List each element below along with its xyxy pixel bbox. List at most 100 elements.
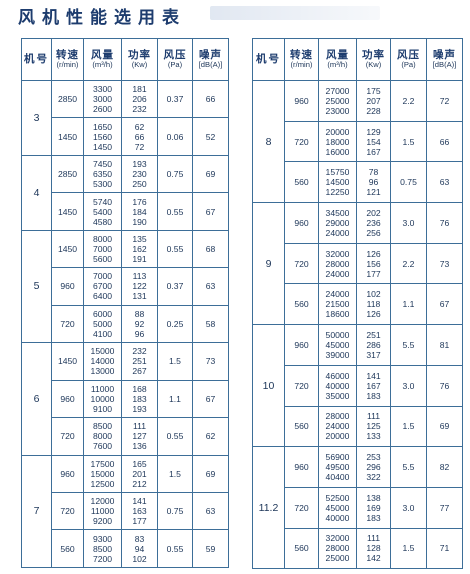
flow-value: 24000: [325, 268, 350, 279]
flow-value: 12500: [90, 478, 115, 489]
power-value: 184: [132, 206, 147, 217]
header-model: 机号: [252, 38, 285, 81]
power-value: 127: [132, 431, 147, 442]
flow-value: 45000: [325, 339, 350, 350]
flow-value: 32000: [325, 533, 350, 544]
flow-cell: 3300 3000 2600: [83, 79, 122, 119]
table-row: 7 960 17500 15000 12500 165 201 212 1.5 69: [21, 454, 229, 569]
flow-value: 27000: [325, 85, 350, 96]
table-body-right: 8 960 27000 25000 23000 175 207 228 2.2 72 720 2000…: [252, 79, 463, 570]
noise-cell: 71: [426, 527, 463, 570]
power-value: 102: [132, 553, 147, 564]
flow-value: 24000: [325, 227, 350, 238]
flow-value: 14500: [325, 177, 350, 188]
speed-cell: 720: [284, 486, 319, 529]
power-value: 131: [132, 291, 147, 302]
table-row: 960 11000 10000 9100 168 183 193 1.1 67: [22, 379, 229, 419]
power-cell: 138 169 183: [356, 486, 391, 529]
flow-value: 28000: [325, 258, 350, 269]
flow-value: 7600: [92, 441, 113, 452]
power-value: 102: [366, 289, 381, 300]
flow-value: 15000: [90, 346, 115, 357]
noise-cell: 63: [192, 491, 229, 531]
power-value: 251: [132, 356, 147, 367]
speed-cell: 960: [51, 267, 84, 306]
flow-value: 12000: [90, 496, 115, 507]
power-cell: 111 127 136: [121, 417, 158, 456]
flow-value: 23000: [325, 105, 350, 116]
speed-cell: 2850: [51, 79, 84, 119]
power-value: 128: [366, 543, 381, 554]
flow-value: 34500: [325, 207, 350, 218]
noise-cell: 82: [426, 446, 463, 488]
power-value: 142: [366, 553, 381, 564]
page-title: 风机性能选用表: [18, 8, 186, 28]
header-row: 机号 转速 (r/min) 风量 (m³/h) 功率 (Kw) 风压 (Pa) 噪声 [d…: [21, 38, 229, 81]
power-value: 207: [366, 95, 381, 106]
power-value: 141: [132, 496, 147, 507]
noise-cell: 63: [192, 267, 229, 306]
power-cell: 111 128 142: [356, 527, 391, 570]
power-value: 167: [366, 380, 381, 391]
power-value: 156: [366, 258, 381, 269]
flow-value: 7000: [92, 271, 113, 282]
flow-cell: 24000 21500 18600: [318, 283, 357, 326]
power-cell: 135 162 191: [121, 229, 158, 269]
speed-cell: 720: [284, 242, 319, 285]
flow-cell: 11000 10000 9100: [83, 379, 122, 419]
flow-value: 4580: [92, 216, 113, 227]
flow-value: 16000: [325, 146, 350, 157]
flow-value: 11000: [90, 506, 115, 517]
pressure-cell: 2.2: [390, 242, 427, 285]
flow-cell: 12000 11000 9200: [83, 491, 122, 531]
header-power: 功率 (Kw): [356, 38, 391, 81]
power-value: 96: [368, 177, 379, 188]
noise-cell: 73: [426, 242, 463, 285]
table-row: 720 32000 28000 24000 126 156 177 2.2 73: [253, 242, 463, 285]
flow-value: 4100: [92, 328, 113, 339]
pressure-cell: 0.55: [157, 229, 193, 269]
power-value: 176: [132, 196, 147, 207]
flow-value: 25000: [325, 95, 350, 106]
flow-cell: 6000 5000 4100: [83, 304, 122, 344]
table-row: 560 32000 28000 25000 111 128 142 1.5 71: [253, 527, 463, 570]
speed-cell: 560: [51, 529, 84, 568]
power-value: 66: [134, 131, 145, 142]
power-value: 111: [132, 421, 147, 432]
noise-cell: 76: [426, 364, 463, 407]
flow-cell: 7000 6700 6400: [83, 267, 122, 306]
power-value: 168: [132, 383, 147, 394]
power-value: 230: [132, 169, 147, 180]
flow-value: 18000: [325, 136, 350, 147]
flow-cell: 9300 8500 7200: [83, 529, 122, 568]
speed-cell: 720: [284, 364, 319, 407]
power-value: 154: [366, 136, 381, 147]
header-pressure: 风压 (Pa): [157, 38, 193, 81]
power-value: 193: [132, 403, 147, 414]
power-cell: 111 125 133: [356, 405, 391, 448]
table-row: 4 2850 7450 6350 5300 193 230 250 0.75 69: [21, 154, 229, 231]
flow-cell: 20000 18000 16000: [318, 120, 357, 163]
pressure-cell: 0.75: [390, 161, 427, 204]
power-cell: 83 94 102: [121, 529, 158, 568]
noise-cell: 52: [192, 117, 229, 156]
power-value: 94: [134, 543, 145, 554]
power-value: 129: [366, 126, 381, 137]
power-cell: 78 96 121: [356, 161, 391, 204]
table-row: 1450 5740 5400 4580 176 184 190 0.55 67: [22, 192, 229, 231]
pressure-cell: 2.2: [390, 80, 427, 122]
pressure-cell: 3.0: [390, 202, 427, 244]
header-flow: 风量 (m³/h): [318, 38, 357, 81]
speed-cell: 560: [284, 161, 319, 204]
noise-cell: 66: [426, 120, 463, 163]
noise-cell: 73: [192, 342, 229, 381]
table-row: 720 6000 5000 4100 88 92 96 0.25 58: [22, 304, 229, 344]
flow-value: 3300: [92, 84, 113, 95]
power-cell: 251 286 317: [356, 324, 391, 366]
speed-cell: 720: [51, 491, 84, 531]
flow-value: 29000: [325, 217, 350, 228]
pressure-cell: 0.06: [157, 117, 193, 156]
power-value: 78: [368, 167, 379, 178]
flow-value: 5740: [92, 196, 113, 207]
power-cell: 193 230 250: [121, 154, 158, 194]
